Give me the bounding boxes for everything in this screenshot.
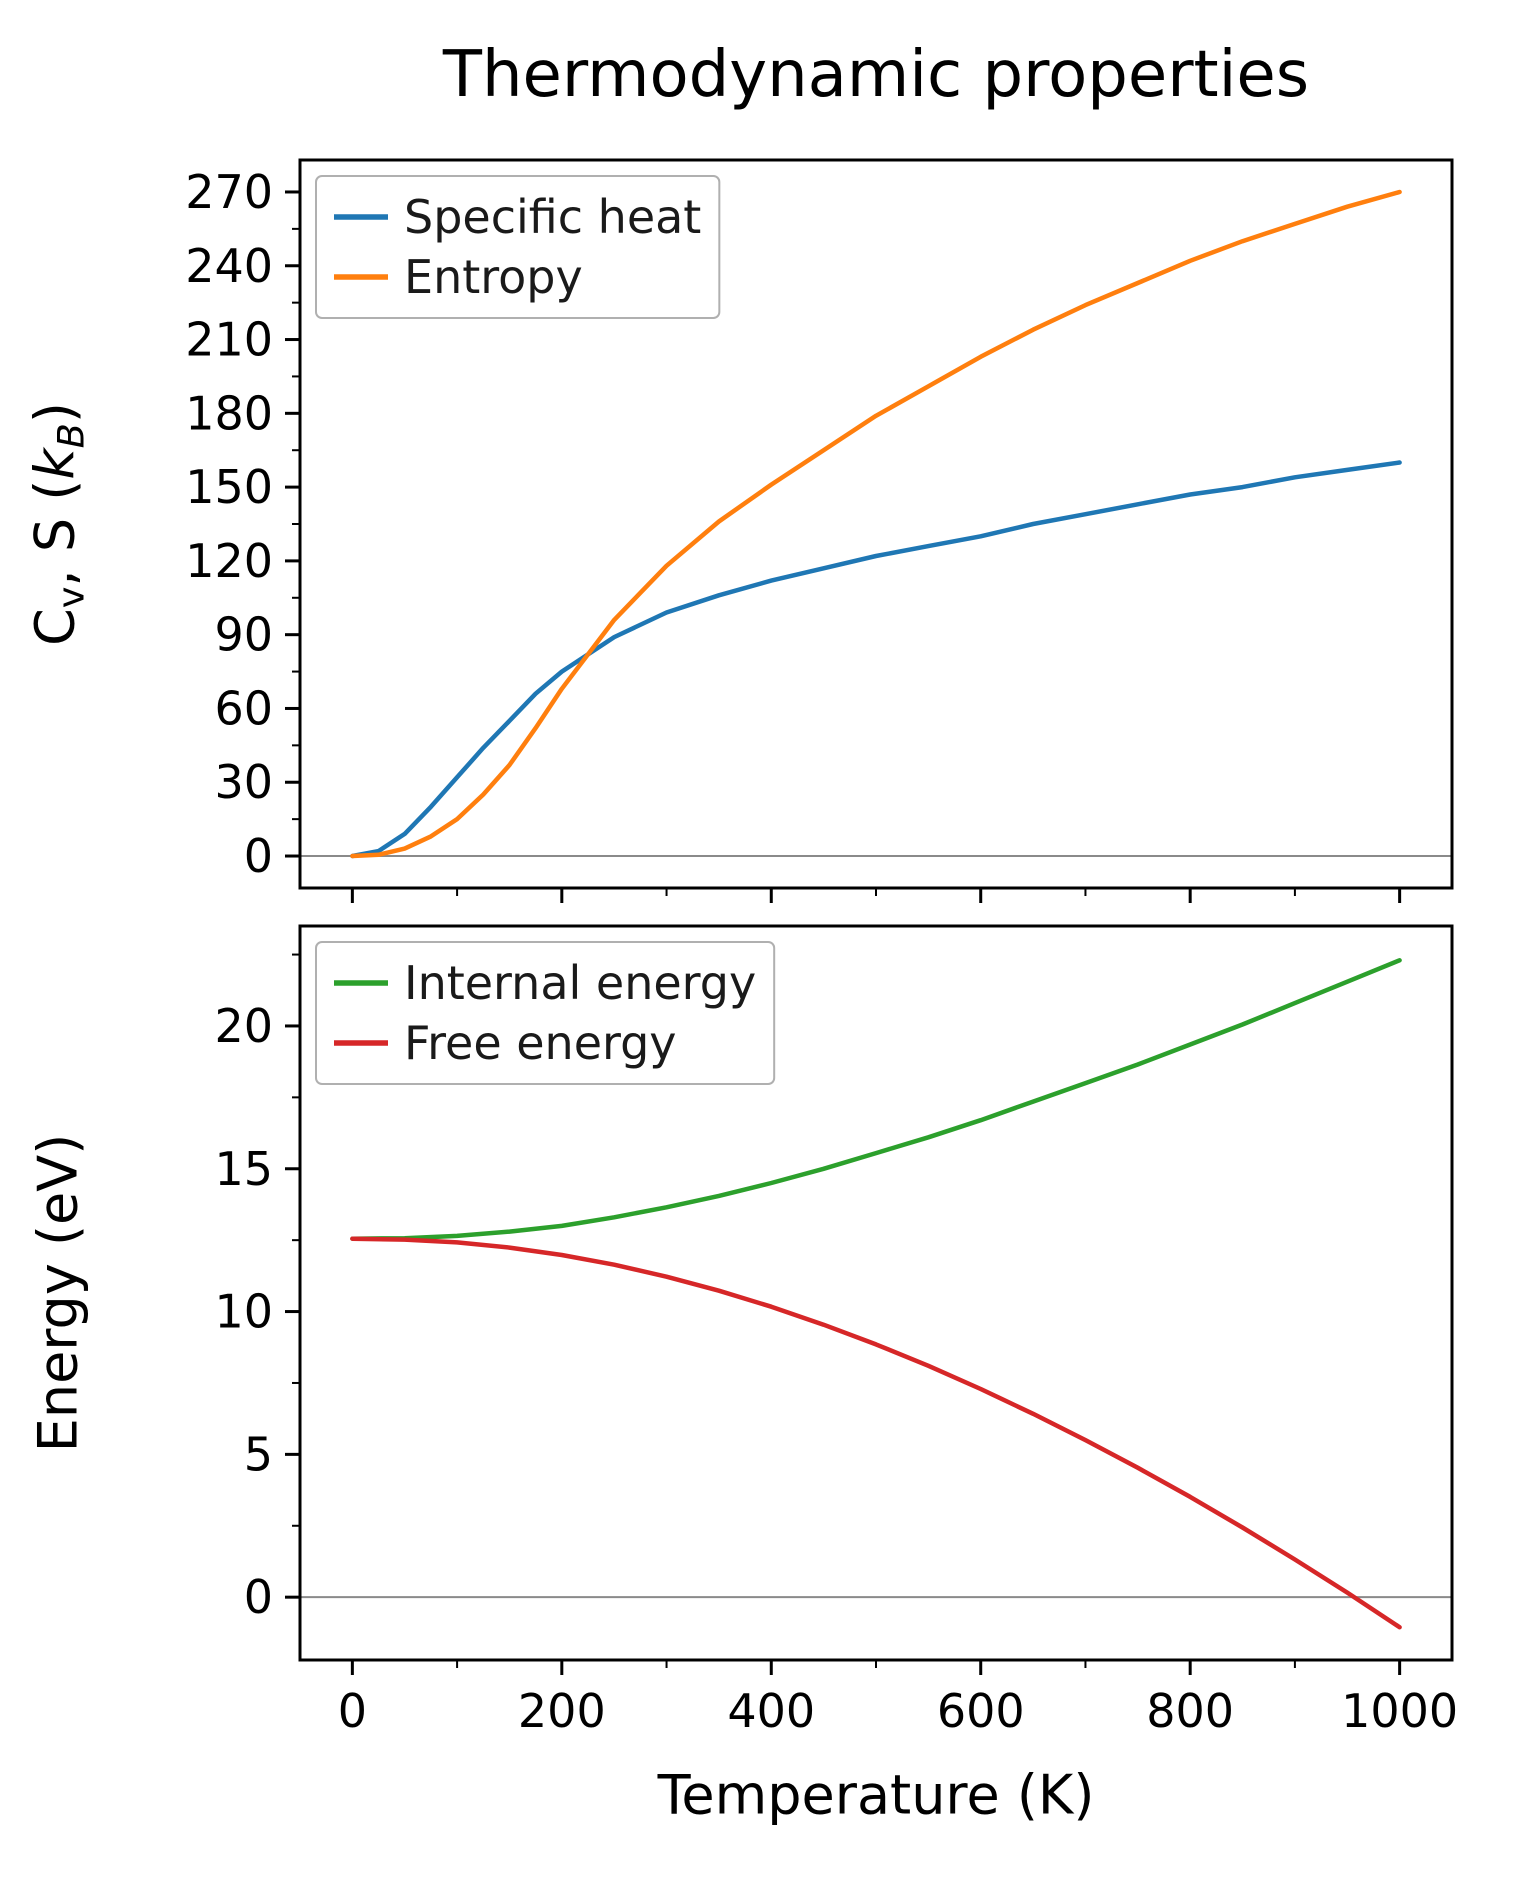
- x-axis-label: Temperature (K): [657, 1763, 1095, 1827]
- x-tick-label: 800: [1146, 1684, 1234, 1738]
- series-line-internal-energy: [350, 958, 1402, 1241]
- y-tick-label: 10: [214, 1285, 273, 1339]
- series-line-entropy: [350, 189, 1402, 859]
- y-tick-label: 0: [244, 1570, 273, 1624]
- y-tick-label: 120: [185, 534, 273, 588]
- legend-label-specific-heat: Specific heat: [404, 190, 701, 244]
- y-tick-label: 180: [185, 386, 273, 440]
- x-tick-label: 200: [518, 1684, 606, 1738]
- series-line-specific-heat: [350, 460, 1402, 859]
- x-tick-label: 1000: [1341, 1684, 1458, 1738]
- y-tick-label: 0: [244, 829, 273, 883]
- legend-label-entropy: Entropy: [404, 250, 583, 304]
- legend-label-free-energy: Free energy: [404, 1016, 677, 1070]
- y-tick-label: 270: [185, 165, 273, 219]
- y-tick-label: 30: [214, 755, 273, 809]
- legend-box: [315, 941, 776, 1085]
- x-tick-label: 600: [937, 1684, 1025, 1738]
- y-tick-label: 150: [185, 460, 273, 514]
- legend-label-internal-energy: Internal energy: [404, 956, 756, 1010]
- figure-title: Thermodynamic properties: [442, 38, 1310, 112]
- x-tick-label: 400: [727, 1684, 815, 1738]
- legend-box: [315, 175, 721, 319]
- y-tick-label: 210: [185, 313, 273, 367]
- x-tick-label: 0: [338, 1684, 367, 1738]
- series-line-free-energy: [350, 1236, 1402, 1630]
- y-tick-label: 60: [214, 681, 273, 735]
- y-tick-label: 15: [214, 1142, 273, 1196]
- y-tick-label: 5: [244, 1427, 273, 1481]
- y-tick-label: 240: [185, 239, 273, 293]
- y-tick-label: 90: [214, 608, 273, 662]
- y-tick-label: 20: [214, 999, 273, 1053]
